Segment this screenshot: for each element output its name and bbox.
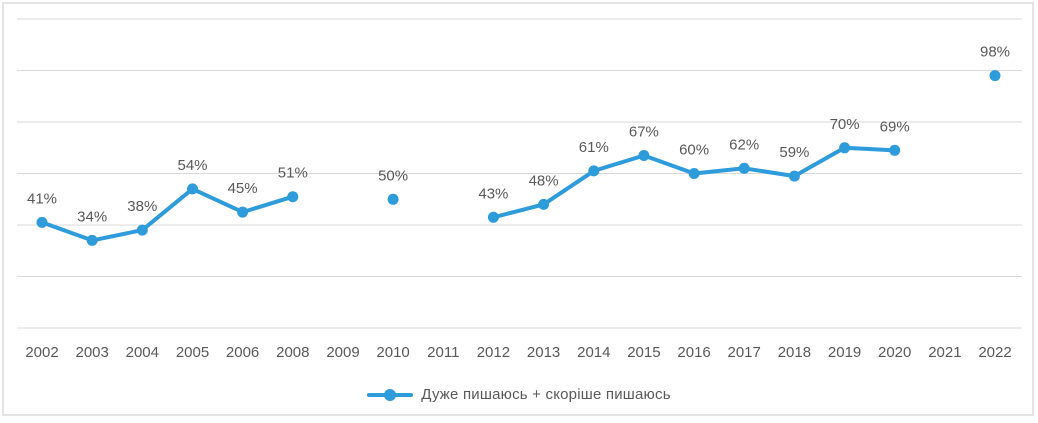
data-point-2022 (989, 70, 1001, 82)
series-line-segment (40, 186, 295, 243)
data-label-2005: 54% (177, 157, 207, 174)
data-label-2013: 48% (529, 172, 559, 189)
data-label-2019: 70% (830, 116, 860, 133)
data-label-2016: 60% (679, 142, 709, 159)
data-point-2020 (889, 144, 901, 156)
data-point-2018 (788, 170, 800, 182)
x-axis-label-2003: 2003 (76, 344, 109, 361)
data-label-2017: 62% (729, 136, 759, 153)
x-axis-label-2008: 2008 (276, 344, 309, 361)
data-point-2002 (36, 216, 48, 228)
x-axis-label-2017: 2017 (728, 344, 761, 361)
x-axis-label-2020: 2020 (878, 344, 911, 361)
data-point-2015 (638, 150, 650, 161)
data-point-2014 (588, 165, 600, 177)
legend-dot-icon (384, 388, 397, 401)
x-axis-label-2011: 2011 (427, 344, 459, 361)
data-label-2008: 51% (278, 165, 308, 182)
data-label-2002: 41% (27, 190, 57, 207)
x-axis-label-2005: 2005 (176, 344, 209, 361)
data-label-2014: 61% (579, 139, 609, 156)
x-axis-label-2015: 2015 (627, 344, 660, 361)
data-point-2017 (738, 162, 750, 174)
data-label-2020: 69% (880, 118, 910, 135)
data-label-2003: 34% (77, 208, 107, 225)
x-axis-label-2014: 2014 (577, 344, 610, 361)
data-point-2006 (237, 206, 249, 218)
data-label-2010: 50% (378, 167, 408, 184)
x-axis-label-2004: 2004 (126, 344, 159, 361)
data-point-2012 (487, 211, 499, 223)
x-axis-label-2013: 2013 (527, 344, 560, 361)
data-label-2015: 67% (629, 124, 659, 141)
data-point-2010 (387, 193, 399, 205)
x-axis-label-2022: 2022 (978, 344, 1011, 361)
x-axis-label-2016: 2016 (677, 344, 710, 361)
legend: Дуже пишаюсь + скоріше пишаюсь (0, 386, 1038, 403)
data-point-2019 (839, 142, 851, 154)
data-point-2013 (538, 198, 550, 210)
x-axis-label-2009: 2009 (326, 344, 359, 361)
x-axis-label-2018: 2018 (778, 344, 811, 361)
x-axis-label-2012: 2012 (477, 344, 510, 361)
data-label-2018: 59% (779, 144, 809, 161)
data-point-2016 (688, 168, 700, 179)
x-axis-label-2010: 2010 (376, 344, 409, 361)
data-point-2008 (287, 191, 299, 203)
data-label-2006: 45% (228, 180, 258, 197)
x-axis-label-2006: 2006 (226, 344, 259, 361)
data-point-2004 (136, 224, 148, 236)
data-label-2004: 38% (127, 198, 157, 215)
data-label-2022: 98% (980, 44, 1010, 61)
x-axis-label-2002: 2002 (25, 344, 58, 361)
x-axis-label-2021: 2021 (928, 344, 961, 361)
legend-line-marker-icon (367, 388, 414, 401)
data-label-2012: 43% (478, 185, 508, 202)
data-point-2003 (86, 234, 98, 246)
x-axis-label-2019: 2019 (828, 344, 861, 361)
legend-label: Дуже пишаюсь + скоріше пишаюсь (421, 386, 671, 403)
data-point-2005 (187, 183, 198, 195)
